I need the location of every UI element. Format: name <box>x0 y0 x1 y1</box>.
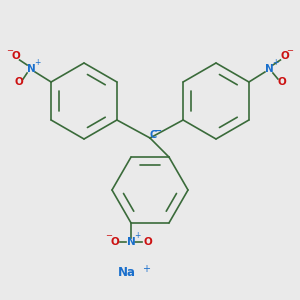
Text: O: O <box>15 77 23 87</box>
Text: N: N <box>127 237 135 247</box>
Text: O: O <box>11 51 20 61</box>
Text: +: + <box>34 58 41 67</box>
Text: +: + <box>272 58 279 67</box>
Text: +: + <box>142 264 150 274</box>
Text: −: − <box>7 46 14 55</box>
Text: Na: Na <box>118 266 136 280</box>
Text: N: N <box>265 64 273 74</box>
Text: −: − <box>286 46 293 55</box>
Text: +: + <box>134 231 141 240</box>
Text: −: − <box>105 231 112 240</box>
Text: O: O <box>110 237 119 247</box>
Text: −: − <box>154 125 163 136</box>
Text: O: O <box>278 77 286 87</box>
Text: C: C <box>150 130 157 140</box>
Text: O: O <box>143 237 152 247</box>
Text: N: N <box>27 64 35 74</box>
Text: O: O <box>280 51 289 61</box>
